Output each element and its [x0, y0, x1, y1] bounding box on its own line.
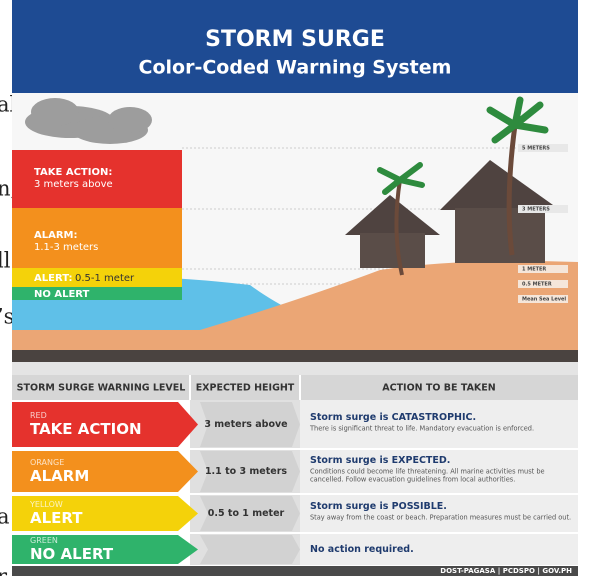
color-name: RED	[30, 411, 47, 420]
color-name: YELLOW	[29, 500, 63, 509]
level-detail: 0.5-1 meter	[75, 273, 135, 284]
marker-label: 1 METER	[522, 267, 546, 273]
level-label: ALERT:	[34, 273, 72, 284]
chevron	[200, 535, 300, 564]
action-detail: cancelled. Follow evacuation guidelines …	[310, 476, 515, 484]
color-name: ORANGE	[30, 458, 64, 467]
expected-height: 0.5 to 1 meter	[208, 508, 285, 519]
action-detail: Stay away from the coast or beach. Prepa…	[310, 514, 571, 522]
level-label: TAKE ACTION:	[34, 167, 112, 178]
action-detail: Conditions could become life threatening…	[310, 468, 545, 476]
footer: DOST-PAGASA | PCDSPO | GOV.PH	[440, 567, 572, 576]
level-label: ALARM:	[34, 230, 78, 241]
table-header: STORM SURGE WARNING LEVEL	[17, 383, 186, 394]
expected-height: 3 meters above	[204, 419, 287, 430]
action-title: Storm surge is EXPECTED.	[310, 455, 450, 466]
level-detail: 3 meters above	[34, 179, 113, 190]
table-header: ACTION TO BE TAKEN	[382, 383, 496, 394]
page: al n, ll ’s a r STORM SURGE Color-Coded …	[0, 0, 590, 576]
action-title: Storm surge is POSSIBLE.	[310, 501, 447, 512]
text-fragment: r	[0, 565, 8, 576]
level-name: TAKE ACTION	[30, 420, 142, 438]
text-fragment: a	[0, 505, 10, 529]
marker-label: Mean Sea Level	[522, 297, 566, 303]
ground-base	[12, 350, 578, 362]
expected-height: 1.1 to 3 meters	[205, 466, 287, 477]
action-detail: There is significant threat to life. Man…	[309, 425, 534, 433]
title: STORM SURGE	[205, 27, 385, 52]
level-name: ALERT	[30, 509, 83, 527]
separator	[12, 362, 578, 375]
level-detail: 1.1-3 meters	[34, 242, 98, 253]
level-label: NO ALERT	[34, 289, 90, 300]
marker-label: 5 METERS	[522, 146, 550, 152]
marker-label: 3 METERS	[522, 207, 550, 213]
table-header: EXPECTED HEIGHT	[196, 383, 295, 394]
level-name: ALARM	[30, 467, 89, 485]
marker-label: 0.5 METER	[522, 282, 552, 288]
text-fragment: ll	[0, 249, 11, 273]
subtitle: Color-Coded Warning System	[139, 57, 452, 79]
color-name: GREEN	[30, 536, 58, 545]
action-title: No action required.	[310, 544, 414, 555]
level-name: NO ALERT	[30, 545, 114, 563]
action-title: Storm surge is CATASTROPHIC.	[310, 412, 476, 423]
